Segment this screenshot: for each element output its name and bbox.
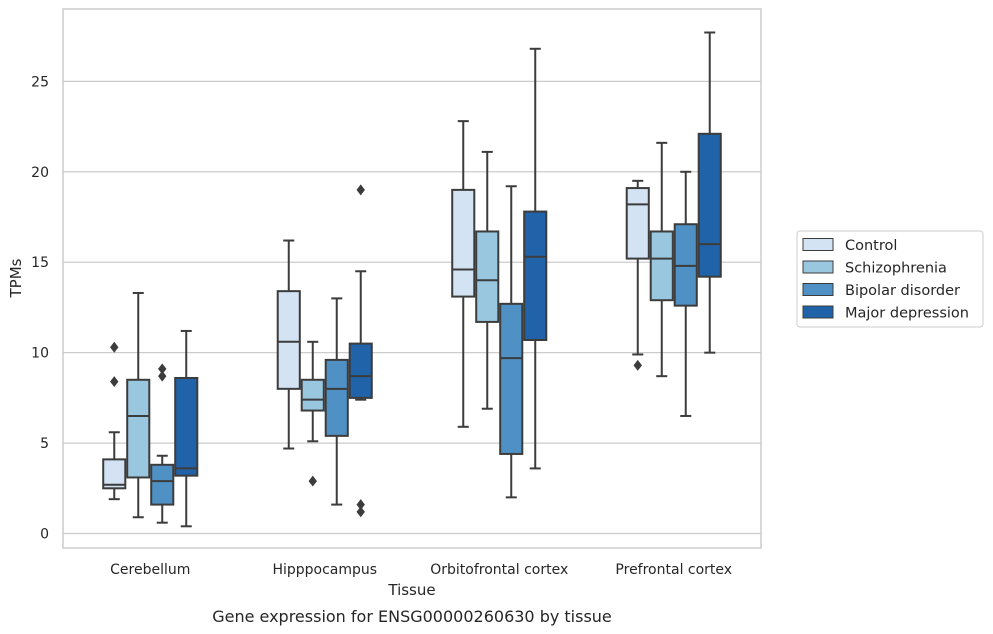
box-iqr xyxy=(697,132,722,278)
x-tick-label: Orbitofrontal cortex xyxy=(430,562,568,578)
box-iqr xyxy=(499,302,524,455)
series-major-depression xyxy=(174,31,722,528)
y-tick-label-15: 15 xyxy=(31,255,49,271)
legend-frame xyxy=(796,230,984,328)
y-tick-label-20: 20 xyxy=(31,165,49,181)
box xyxy=(174,329,199,528)
legend-swatch xyxy=(802,238,834,251)
outlier-point xyxy=(633,359,642,371)
box-iqr xyxy=(625,187,650,260)
box-series xyxy=(102,31,722,528)
outlier-point xyxy=(356,499,365,511)
y-tick-label-5: 5 xyxy=(40,436,49,452)
box-iqr xyxy=(276,290,301,390)
box xyxy=(625,179,650,371)
box xyxy=(300,340,325,487)
box xyxy=(276,239,301,450)
x-tick-label: Hipppocampus xyxy=(272,562,377,578)
box-iqr xyxy=(126,378,151,479)
outlier-point xyxy=(158,370,167,382)
series-bipolar-disorder xyxy=(150,170,698,524)
x-tick-label: Cerebellum xyxy=(110,562,190,578)
box-iqr xyxy=(102,458,127,490)
box xyxy=(102,341,127,501)
legend-label: Major depression xyxy=(845,306,969,322)
box-iqr xyxy=(649,230,674,302)
box xyxy=(475,150,500,410)
legend: Control Schizophrenia Bipolar disorder Majo… xyxy=(796,230,984,328)
outlier-point xyxy=(308,475,317,487)
box-iqr xyxy=(523,210,548,341)
legend-swatch xyxy=(802,260,834,274)
legend-swatch xyxy=(802,283,834,296)
x-tick-label: Prefrontal cortex xyxy=(615,562,732,578)
y-axis-ticks: 0 5 10 15 20 25 xyxy=(31,74,49,542)
box-iqr xyxy=(451,188,476,298)
box-iqr xyxy=(174,376,199,477)
legend-label: Schizophrenia xyxy=(845,261,947,277)
box xyxy=(324,297,349,506)
legend-label: Bipolar disorder xyxy=(845,283,960,299)
outlier-point xyxy=(356,506,365,518)
legend-swatch xyxy=(802,305,834,319)
box xyxy=(697,31,722,354)
series-schizophrenia xyxy=(126,141,674,519)
outlier-point xyxy=(158,363,167,375)
box xyxy=(523,47,548,470)
chart-caption: Gene expression for ENSG00000260630 by t… xyxy=(212,607,612,626)
box xyxy=(451,120,476,428)
box-iqr xyxy=(150,463,175,506)
box-iqr xyxy=(324,358,349,437)
box-iqr xyxy=(348,342,373,399)
box xyxy=(673,170,698,417)
x-axis-ticks: Cerebellum Hipppocampus Orbitofrontal cort… xyxy=(110,562,732,578)
outlier-point xyxy=(110,376,119,388)
y-tick-label-10: 10 xyxy=(31,346,49,362)
y-axis-label: TPMs xyxy=(7,258,25,298)
x-axis-label: Tissue xyxy=(387,581,435,599)
outlier-point xyxy=(110,341,119,353)
y-tick-label-25: 25 xyxy=(31,74,49,90)
box xyxy=(150,363,175,524)
box xyxy=(649,141,674,378)
box-iqr xyxy=(300,378,325,412)
legend-label: Control xyxy=(845,238,897,254)
series-control xyxy=(102,120,650,501)
box xyxy=(499,185,524,499)
plot-frame xyxy=(62,8,762,549)
box xyxy=(126,291,151,519)
y-tick-label-0: 0 xyxy=(40,527,49,543)
box xyxy=(348,184,373,518)
outlier-point xyxy=(356,184,365,196)
box-iqr xyxy=(475,230,500,323)
